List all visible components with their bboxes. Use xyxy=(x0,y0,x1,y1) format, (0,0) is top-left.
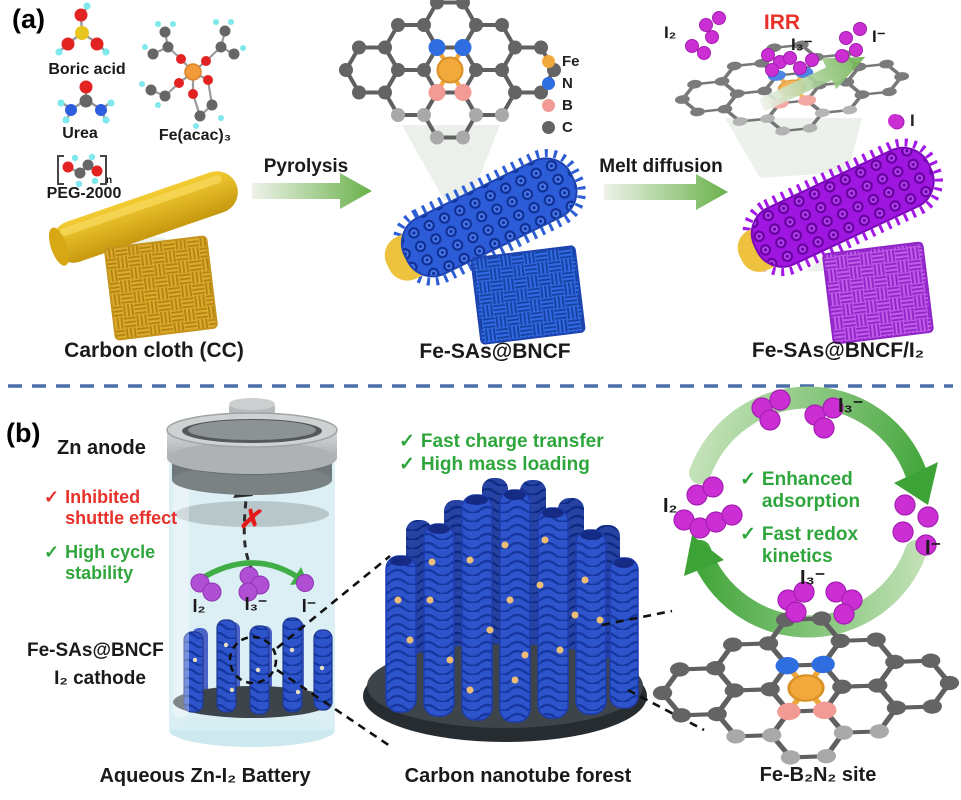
urea-label: Urea xyxy=(62,125,98,142)
irr-iminus-label: I⁻ xyxy=(872,27,886,46)
peg-molecule xyxy=(57,153,107,188)
n-atom-icon xyxy=(542,77,555,90)
check-icon: ✓ xyxy=(44,487,60,507)
panel-a-tag: (a) xyxy=(12,4,45,34)
cycle-i3-bottom-label: I₃⁻ xyxy=(800,567,826,589)
check-icon: ✓ xyxy=(740,524,756,545)
irr-i3-label: I₃⁻ xyxy=(791,35,813,54)
magnifier-circle xyxy=(228,635,278,685)
peg-label: PEG-2000 xyxy=(46,185,122,202)
c-atom-icon xyxy=(542,121,555,134)
feacac-molecule xyxy=(139,19,246,129)
bncf-molecule-flake xyxy=(339,0,561,145)
boric-acid-label: Boric acid xyxy=(48,61,126,78)
battery-i2-label: I₂ xyxy=(192,596,206,616)
bncf-i2-rod xyxy=(737,138,943,277)
check-icon: ✓ xyxy=(44,542,60,562)
cycle-i2-label: I₂ xyxy=(663,495,678,517)
redox-cycle xyxy=(684,386,938,638)
irr-arrow xyxy=(759,56,866,112)
nanotube-forest xyxy=(363,478,705,742)
feb2n2-caption: Fe-B₂N₂ site xyxy=(759,764,877,786)
atom-legend: Fe N B C xyxy=(542,53,580,136)
cathode-label-line2: I₂ cathode xyxy=(54,668,146,689)
cycle-iodine-clusters xyxy=(673,389,939,625)
legend-item-c: C xyxy=(542,119,580,136)
b-atom-icon xyxy=(542,99,555,112)
benefit-fast-charge: ✓ Fast charge transfer xyxy=(399,431,604,452)
legend-item-b: B xyxy=(542,97,580,114)
legend-item-n: N xyxy=(542,75,580,92)
irr-i2-label: I₂ xyxy=(664,23,677,42)
pyrolysis-arrow xyxy=(252,173,372,209)
benefit-enhanced-adsorption: ✓ Enhanced adsorption xyxy=(740,469,861,512)
melt-diffusion-arrow xyxy=(604,174,728,210)
battery-i3-label: I₃⁻ xyxy=(244,594,268,614)
callout-dashes-left xyxy=(276,554,391,748)
benefit-mass-loading: ✓ High mass loading xyxy=(399,454,590,475)
check-icon: ✓ xyxy=(740,469,756,490)
bncf-i2-label: Fe-SAs@BNCF/I₂ xyxy=(751,339,925,362)
benefit-redox-kinetics: ✓ Fast redox kinetics xyxy=(740,524,859,567)
irr-iodine-clusters xyxy=(685,11,905,130)
battery xyxy=(166,398,391,748)
carbon-cloth-mesh xyxy=(104,235,218,341)
fe-single-atom-dots xyxy=(394,536,604,694)
check-icon: ✓ xyxy=(399,431,415,452)
cycle-arrow-bottom xyxy=(684,535,927,638)
bncf-rod xyxy=(384,149,586,286)
carbon-cloth-rod xyxy=(48,171,238,266)
bncf-label: Fe-SAs@BNCF xyxy=(419,340,571,363)
bncf-i2-mesh xyxy=(822,241,934,345)
iodine-ions xyxy=(190,566,314,602)
battery-iminus-label: I⁻ xyxy=(301,596,317,616)
urea-molecule xyxy=(57,80,115,124)
i-atom-icon xyxy=(888,114,902,128)
fe-atom-icon xyxy=(542,55,555,68)
zn-anode-label: Zn anode xyxy=(57,437,146,459)
irr-title: IRR xyxy=(763,11,801,34)
check-icon: ✓ xyxy=(399,454,415,475)
cathode-label-line1: Fe-SAs@BNCF xyxy=(27,640,164,661)
bncf-mesh xyxy=(470,245,586,345)
feacac-label: Fe(acac)₃ xyxy=(158,127,232,144)
cycle-i3-top-label: I₃⁻ xyxy=(838,395,864,417)
melt-diffusion-label: Melt diffusion xyxy=(599,156,723,177)
panel-b-tag: (b) xyxy=(6,418,41,448)
cycle-arrow-top xyxy=(689,386,938,505)
callout-dashes-right xyxy=(601,609,705,732)
pyrolysis-label: Pyrolysis xyxy=(263,156,349,177)
forest-caption: Carbon nanotube forest xyxy=(404,765,632,787)
benefit-cycle-stability: ✓ High cycle stability xyxy=(44,542,156,583)
battery-caption: Aqueous Zn-I₂ Battery xyxy=(99,765,311,787)
legend-item-fe: Fe xyxy=(542,53,580,70)
boric-acid-molecule xyxy=(55,2,110,56)
cycle-iminus-label: I⁻ xyxy=(925,537,942,559)
peg-n-subscript: n xyxy=(106,175,113,186)
benefit-inhibited-shuttle: ✓ Inhibited shuttle effect xyxy=(44,487,178,528)
zn-anode-plate xyxy=(175,501,329,527)
battery-cap xyxy=(166,398,338,495)
carbon-cloth-label: Carbon cloth (CC) xyxy=(64,339,244,362)
cathode-tubes xyxy=(173,617,333,718)
iodine-legend: I xyxy=(888,111,915,131)
